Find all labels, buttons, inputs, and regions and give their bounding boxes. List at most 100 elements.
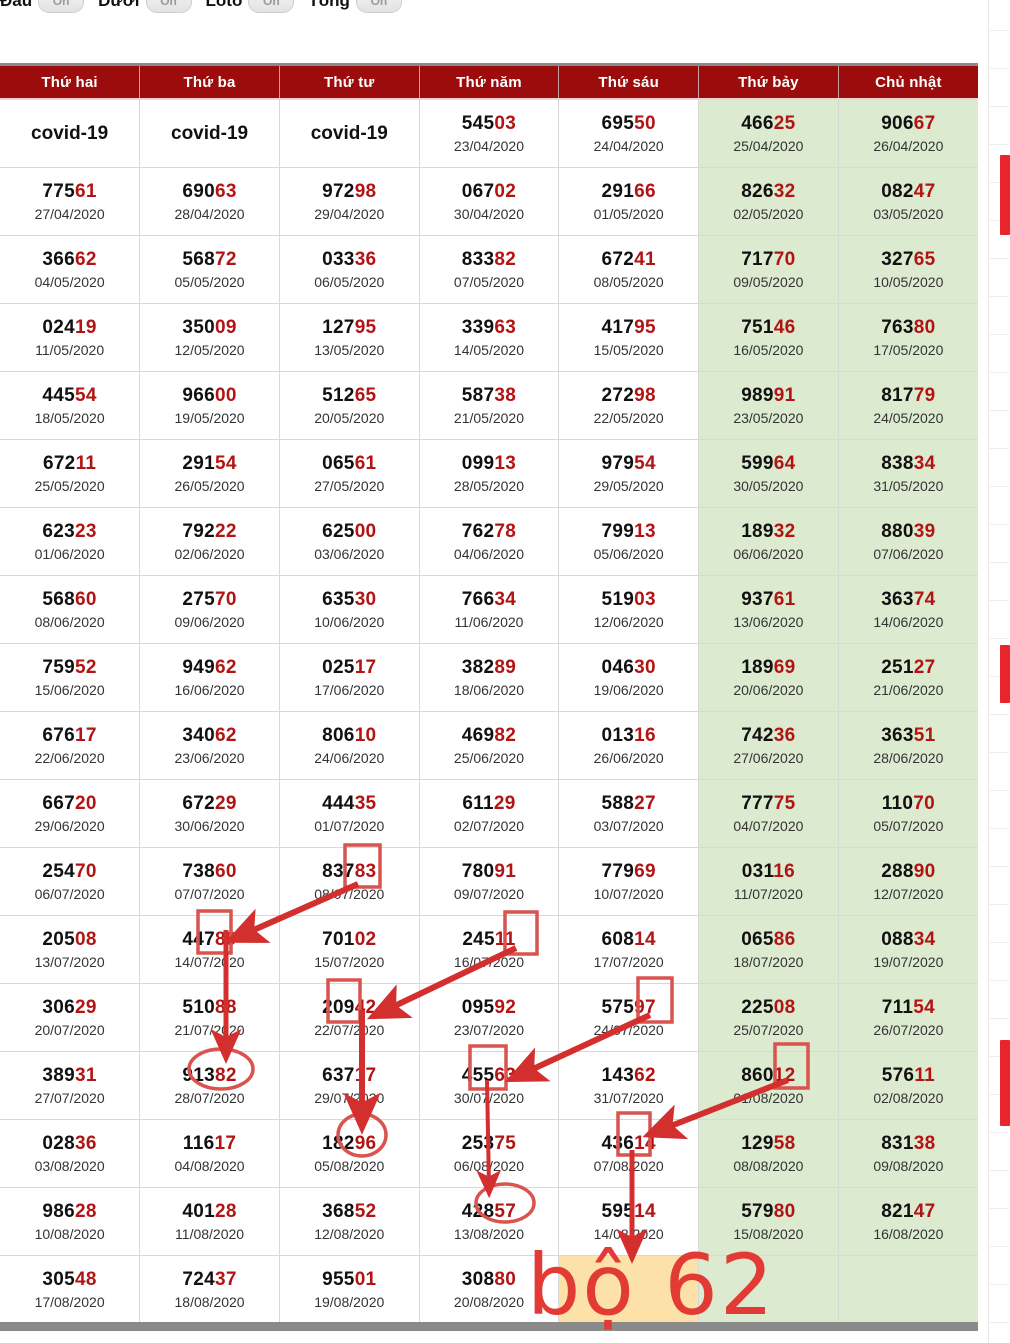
result-cell[interactable]: 06702 30/04/2020 <box>419 167 560 236</box>
result-cell[interactable]: 30629 20/07/2020 <box>0 983 141 1052</box>
result-cell[interactable]: 25375 06/08/2020 <box>419 1119 560 1188</box>
result-cell[interactable]: 79222 02/06/2020 <box>139 507 280 576</box>
column-header-5[interactable]: Thứ bảy <box>698 63 839 99</box>
result-cell[interactable]: 24511 16/07/2020 <box>419 915 560 984</box>
result-cell[interactable]: 14362 31/07/2020 <box>558 1051 700 1120</box>
result-cell[interactable]: 67211 25/05/2020 <box>0 439 141 508</box>
result-cell[interactable]: 04630 19/06/2020 <box>558 643 700 712</box>
result-cell[interactable]: 94962 16/06/2020 <box>139 643 280 712</box>
result-cell[interactable]: 62323 01/06/2020 <box>0 507 141 576</box>
toggle-switch[interactable]: On <box>38 0 85 13</box>
result-cell[interactable]: 29166 01/05/2020 <box>558 167 700 236</box>
result-cell[interactable]: 09913 28/05/2020 <box>419 439 560 508</box>
result-cell[interactable]: 71770 09/05/2020 <box>698 235 839 304</box>
result-cell[interactable]: 20942 22/07/2020 <box>279 983 420 1052</box>
result-cell[interactable]: 76278 04/06/2020 <box>419 507 560 576</box>
result-cell[interactable]: 34062 23/06/2020 <box>139 711 280 780</box>
result-cell[interactable]: 01316 26/06/2020 <box>558 711 700 780</box>
result-cell[interactable]: 06561 27/05/2020 <box>279 439 420 508</box>
result-cell[interactable]: 03336 06/05/2020 <box>279 235 420 304</box>
result-cell[interactable]: 30548 17/08/2020 <box>0 1255 141 1324</box>
result-cell[interactable]: 46982 25/06/2020 <box>419 711 560 780</box>
result-cell[interactable]: 29154 26/05/2020 <box>139 439 280 508</box>
result-cell[interactable]: 83382 07/05/2020 <box>419 235 560 304</box>
result-cell[interactable]: 66720 29/06/2020 <box>0 779 141 848</box>
result-cell[interactable]: 83138 09/08/2020 <box>838 1119 978 1188</box>
result-cell[interactable]: 44789 14/07/2020 <box>139 915 280 984</box>
toggle-1[interactable]: Dưới On <box>98 0 192 13</box>
column-header-4[interactable]: Thứ sáu <box>558 63 700 99</box>
result-cell[interactable]: 32765 10/05/2020 <box>838 235 978 304</box>
result-cell[interactable]: 79913 05/06/2020 <box>558 507 700 576</box>
result-cell[interactable]: 51903 12/06/2020 <box>558 575 700 644</box>
result-cell[interactable]: covid-19 <box>279 98 420 168</box>
result-cell[interactable]: 08247 03/05/2020 <box>838 167 978 236</box>
result-cell[interactable]: 02836 03/08/2020 <box>0 1119 141 1188</box>
scrollbar-marker-2[interactable] <box>1000 1040 1010 1126</box>
result-cell[interactable]: 82147 16/08/2020 <box>838 1187 978 1256</box>
result-cell[interactable]: 90667 26/04/2020 <box>838 98 978 168</box>
result-cell[interactable]: 25470 06/07/2020 <box>0 847 141 916</box>
result-cell[interactable]: 67617 22/06/2020 <box>0 711 141 780</box>
result-cell[interactable]: 12958 08/08/2020 <box>698 1119 839 1188</box>
result-cell[interactable] <box>838 1255 978 1324</box>
result-cell[interactable]: 51088 21/07/2020 <box>139 983 280 1052</box>
scrollbar-marker-0[interactable] <box>1000 155 1010 235</box>
toggle-3[interactable]: Tổng On <box>308 0 402 13</box>
result-cell[interactable]: 77969 10/07/2020 <box>558 847 700 916</box>
result-cell[interactable]: 28890 12/07/2020 <box>838 847 978 916</box>
result-cell[interactable]: 36374 14/06/2020 <box>838 575 978 644</box>
result-cell[interactable]: 25127 21/06/2020 <box>838 643 978 712</box>
result-cell[interactable]: 57611 02/08/2020 <box>838 1051 978 1120</box>
result-cell[interactable]: 08834 19/07/2020 <box>838 915 978 984</box>
result-cell[interactable]: 91382 28/07/2020 <box>139 1051 280 1120</box>
result-cell[interactable]: 67229 30/06/2020 <box>139 779 280 848</box>
result-cell[interactable]: 75146 16/05/2020 <box>698 303 839 372</box>
toggle-switch[interactable]: On <box>248 0 295 13</box>
result-cell[interactable]: 78091 09/07/2020 <box>419 847 560 916</box>
result-cell[interactable]: 44435 01/07/2020 <box>279 779 420 848</box>
result-cell[interactable]: 77775 04/07/2020 <box>698 779 839 848</box>
result-cell[interactable]: 83834 31/05/2020 <box>838 439 978 508</box>
result-cell[interactable]: 38289 18/06/2020 <box>419 643 560 712</box>
result-cell[interactable]: 60814 17/07/2020 <box>558 915 700 984</box>
result-cell[interactable]: covid-19 <box>139 98 280 168</box>
result-cell[interactable]: 71154 26/07/2020 <box>838 983 978 1052</box>
result-cell[interactable]: 69550 24/04/2020 <box>558 98 700 168</box>
result-cell[interactable]: 33963 14/05/2020 <box>419 303 560 372</box>
result-cell[interactable]: 12795 13/05/2020 <box>279 303 420 372</box>
result-cell[interactable]: 09592 23/07/2020 <box>419 983 560 1052</box>
result-cell[interactable] <box>558 1255 700 1324</box>
result-cell[interactable]: 58738 21/05/2020 <box>419 371 560 440</box>
result-cell[interactable]: 59964 30/05/2020 <box>698 439 839 508</box>
column-header-3[interactable]: Thứ năm <box>419 63 560 99</box>
result-cell[interactable]: 11070 05/07/2020 <box>838 779 978 848</box>
result-cell[interactable]: 56872 05/05/2020 <box>139 235 280 304</box>
result-cell[interactable]: 58827 03/07/2020 <box>558 779 700 848</box>
result-cell[interactable]: 45563 30/07/2020 <box>419 1051 560 1120</box>
result-cell[interactable]: 61129 02/07/2020 <box>419 779 560 848</box>
result-cell[interactable]: 72437 18/08/2020 <box>139 1255 280 1324</box>
result-cell[interactable]: 88039 07/06/2020 <box>838 507 978 576</box>
result-cell[interactable]: 63717 29/07/2020 <box>279 1051 420 1120</box>
result-cell[interactable]: 77561 27/04/2020 <box>0 167 141 236</box>
result-cell[interactable]: 97298 29/04/2020 <box>279 167 420 236</box>
result-cell[interactable]: 51265 20/05/2020 <box>279 371 420 440</box>
result-cell[interactable]: 98628 10/08/2020 <box>0 1187 141 1256</box>
column-header-0[interactable]: Thứ hai <box>0 63 141 99</box>
result-cell[interactable]: 41795 15/05/2020 <box>558 303 700 372</box>
column-header-6[interactable]: Chủ nhật <box>838 63 978 99</box>
result-cell[interactable]: 18969 20/06/2020 <box>698 643 839 712</box>
result-cell[interactable]: 44554 18/05/2020 <box>0 371 141 440</box>
result-cell[interactable]: 11617 04/08/2020 <box>139 1119 280 1188</box>
toggle-switch[interactable]: On <box>355 0 402 13</box>
result-cell[interactable]: 74236 27/06/2020 <box>698 711 839 780</box>
result-cell[interactable]: 93761 13/06/2020 <box>698 575 839 644</box>
result-cell[interactable]: 43614 07/08/2020 <box>558 1119 700 1188</box>
result-cell[interactable]: 57980 15/08/2020 <box>698 1187 839 1256</box>
result-cell[interactable]: covid-19 <box>0 98 141 168</box>
result-cell[interactable]: 75952 15/06/2020 <box>0 643 141 712</box>
result-cell[interactable]: 95501 19/08/2020 <box>279 1255 420 1324</box>
result-cell[interactable]: 27298 22/05/2020 <box>558 371 700 440</box>
result-cell[interactable]: 76634 11/06/2020 <box>419 575 560 644</box>
